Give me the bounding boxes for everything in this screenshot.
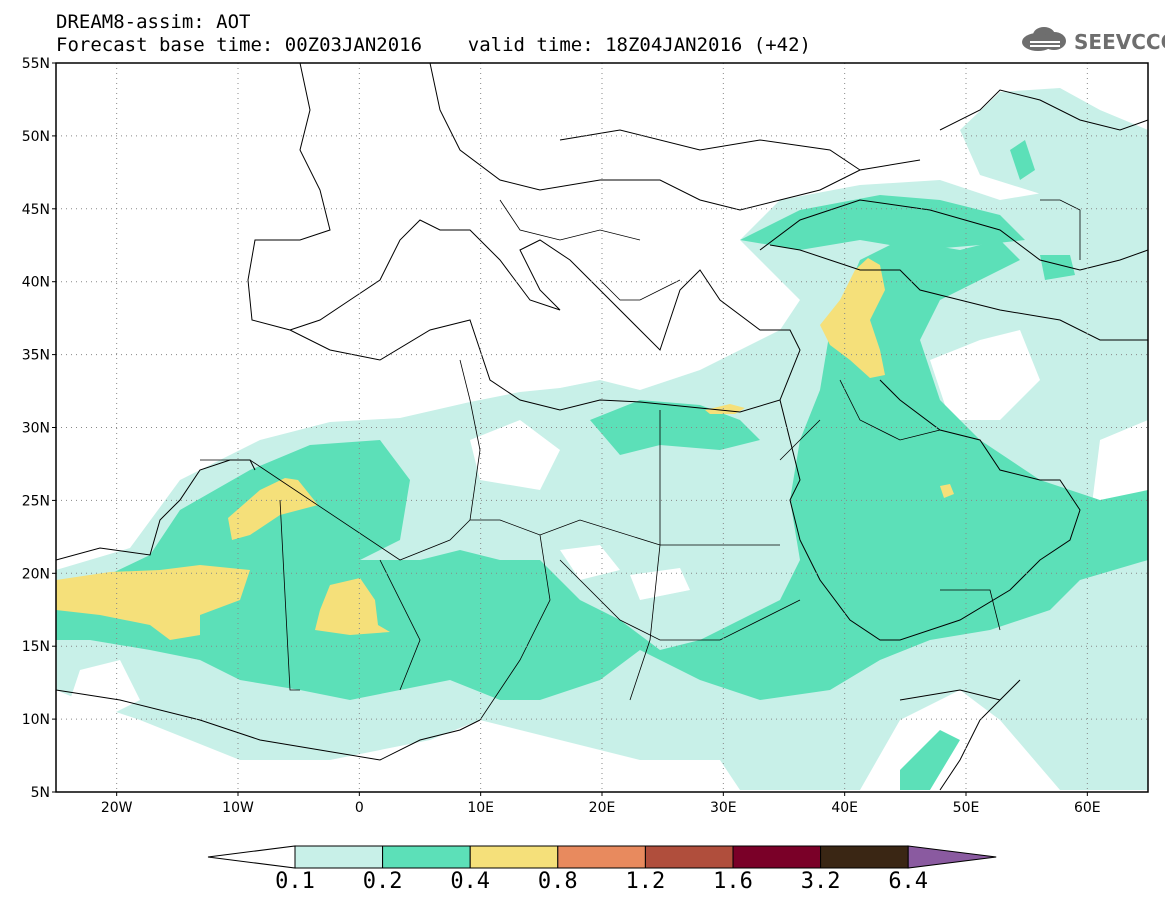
logo-text: SEEVCCC xyxy=(1074,30,1165,54)
cloud-icon xyxy=(1022,27,1066,51)
colorbar-segment xyxy=(382,845,471,869)
lat-tick-label: 10N xyxy=(22,712,50,728)
lon-tick-label: 20E xyxy=(589,800,616,816)
colorbar-segment xyxy=(820,845,909,869)
country-borders xyxy=(200,199,1081,721)
grid-lines xyxy=(56,62,1148,793)
lon-tick-label: 60E xyxy=(1074,800,1101,816)
lon-tick-label: 10W xyxy=(222,800,254,816)
aot-band-0.4-0.8 xyxy=(820,258,885,378)
aot-band-0.4-0.8 xyxy=(315,578,390,635)
forecast-time-line: Forecast base time: 00Z03JAN2016 valid t… xyxy=(56,34,811,56)
colorbar-level-label: 3.2 xyxy=(801,869,841,894)
colorbar-level-label: 0.8 xyxy=(538,869,578,894)
lon-tick-label: 30E xyxy=(710,800,737,816)
colorbar-level-label: 1.6 xyxy=(713,869,753,894)
lat-tick-label: 45N xyxy=(22,202,50,218)
lon-tick-label: 40E xyxy=(831,800,858,816)
coastlines xyxy=(56,63,1148,791)
colorbar-level-label: 0.4 xyxy=(450,869,490,894)
colorbar-level-label: 6.4 xyxy=(888,869,928,894)
lat-tick-label: 20N xyxy=(22,566,50,582)
latitude-axis: 55N 50N 45N 40N 35N 30N 25N 20N 15N 10N 5N xyxy=(22,56,56,801)
lat-tick-label: 30N xyxy=(22,421,50,437)
lat-tick-label: 5N xyxy=(31,785,50,801)
colorbar-segment xyxy=(294,845,384,869)
aot-band-0.2-0.4 xyxy=(1010,140,1035,180)
longitude-axis: 20W 10W 0 10E 20E 30E 40E 50E 60E xyxy=(101,792,1101,816)
lat-tick-label: 35N xyxy=(22,348,50,364)
chart-title: DREAM8-assim: AOT xyxy=(56,11,251,33)
aot-band-0.4-0.8 xyxy=(228,478,318,540)
aot-band-0.4-0.8 xyxy=(56,565,250,640)
lon-tick-label: 0 xyxy=(355,800,364,816)
lat-tick-label: 25N xyxy=(22,493,50,509)
colorbar-level-label: 1.2 xyxy=(626,869,666,894)
lon-tick-label: 50E xyxy=(953,800,980,816)
colorbar-max-arrow xyxy=(907,845,997,869)
colorbar: 0.1 0.2 0.4 0.8 1.2 1.6 3.2 6.4 xyxy=(207,845,997,894)
aot-band-0.2-0.4 xyxy=(900,730,960,790)
colorbar-segment xyxy=(469,845,559,869)
lat-tick-label: 40N xyxy=(22,275,50,291)
aot-band-0.1-0.2 xyxy=(960,88,1148,200)
lon-tick-label: 10E xyxy=(467,800,494,816)
colorbar-min-arrow xyxy=(207,845,296,869)
colorbar-segment xyxy=(644,845,734,869)
colorbar-level-label: 0.1 xyxy=(275,869,315,894)
lat-tick-label: 55N xyxy=(22,56,50,72)
colorbar-level-label: 0.2 xyxy=(363,869,403,894)
aot-band-0.4-0.8 xyxy=(940,484,954,498)
aot-shading xyxy=(56,88,1148,790)
colorbar-segment xyxy=(732,845,822,869)
lat-tick-label: 50N xyxy=(22,129,50,145)
aot-band-0.2-0.4 xyxy=(1040,255,1075,280)
lat-tick-label: 15N xyxy=(22,639,50,655)
lon-tick-label: 20W xyxy=(101,800,133,816)
colorbar-segment xyxy=(557,845,646,869)
